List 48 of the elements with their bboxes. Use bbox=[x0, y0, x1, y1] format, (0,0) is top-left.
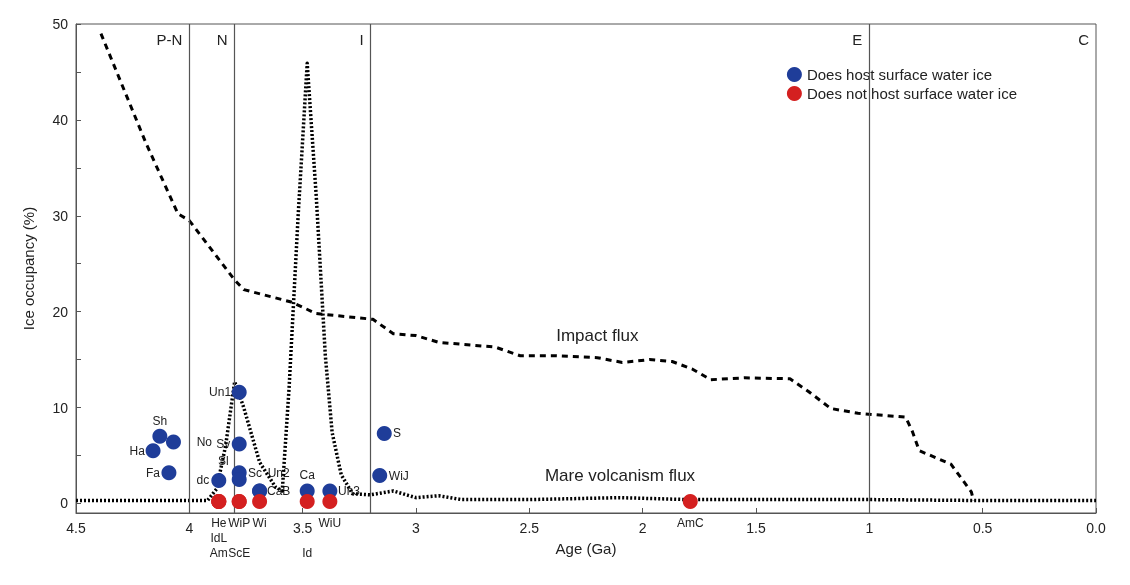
x-axis-title: Age (Ga) bbox=[555, 540, 617, 557]
x-tick-label: 1.5 bbox=[746, 520, 766, 536]
y-axis-title: Ice occupancy (%) bbox=[20, 206, 37, 331]
x-tick-label: 2 bbox=[638, 520, 647, 536]
data-label: Sl bbox=[217, 454, 229, 469]
y-tick-label: 40 bbox=[52, 111, 69, 128]
x-tick-label: 0.0 bbox=[1086, 520, 1106, 536]
x-tick-label: 2.5 bbox=[519, 520, 540, 536]
x-tick-label: 3 bbox=[412, 520, 421, 536]
data-label: Sv bbox=[216, 436, 231, 451]
y-tick-label: 20 bbox=[52, 303, 69, 320]
ref-line-label: P-N bbox=[156, 31, 183, 48]
data-label: He bbox=[211, 515, 227, 530]
data-label: IdL bbox=[210, 530, 228, 545]
annotation: C bbox=[1078, 31, 1090, 48]
ref-line-label: N bbox=[216, 31, 228, 48]
data-label: Un2 bbox=[267, 465, 291, 480]
data-label: WiJ bbox=[388, 468, 409, 483]
data-label: Wi bbox=[252, 515, 267, 530]
data-label: dc bbox=[196, 473, 210, 488]
data-label: Sc bbox=[248, 465, 263, 480]
x-tick-label: 4 bbox=[185, 520, 194, 536]
y-tick-label: 0 bbox=[60, 495, 69, 512]
ref-line-label: E bbox=[852, 31, 863, 48]
data-label: No bbox=[196, 435, 213, 450]
data-label: Fa bbox=[146, 465, 161, 480]
data-label: AmC bbox=[676, 515, 704, 530]
data-label: Un1 bbox=[209, 385, 232, 400]
series-label: Mare volcanism flux bbox=[544, 465, 696, 485]
x-tick-label: 3.5 bbox=[292, 520, 313, 536]
data-label: S bbox=[392, 426, 401, 441]
data-label: Ca bbox=[299, 468, 316, 483]
data-label: Ha bbox=[129, 443, 146, 458]
y-tick-label: 30 bbox=[52, 207, 69, 224]
ref-line-label: I bbox=[359, 31, 364, 48]
data-label: Am bbox=[209, 545, 228, 560]
y-tick-label: 10 bbox=[52, 399, 69, 416]
x-tick-label: 1 bbox=[865, 520, 874, 536]
data-label: WiP bbox=[228, 515, 251, 530]
data-label: ScE bbox=[228, 545, 251, 560]
legend-label: Does not host surface water ice bbox=[806, 85, 1018, 102]
y-tick-label: 50 bbox=[52, 16, 69, 32]
data-label: Id bbox=[302, 545, 313, 560]
series-label: Impact flux bbox=[556, 325, 639, 345]
data-label: WiU bbox=[318, 515, 342, 530]
x-tick-label: 0.5 bbox=[972, 520, 993, 536]
data-label: Sh bbox=[152, 413, 168, 428]
x-tick-label: 4.5 bbox=[66, 520, 86, 536]
